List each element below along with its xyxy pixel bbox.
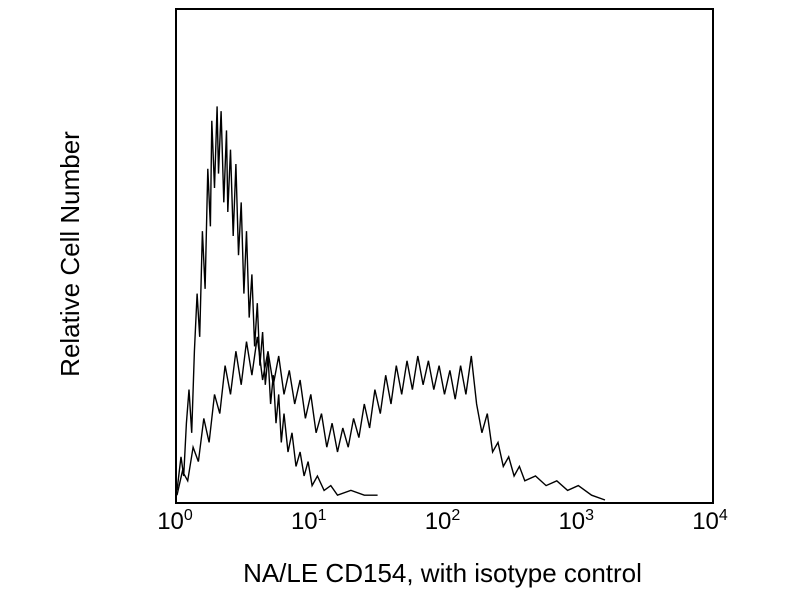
x-tick-10e1: 101 (291, 508, 327, 536)
x-tick-labels: 100 101 102 103 104 (0, 508, 800, 542)
x-tick-base: 10 (157, 508, 184, 535)
x-tick-exponent: 2 (451, 507, 461, 524)
x-tick-exponent: 1 (317, 507, 327, 524)
x-tick-10e0: 100 (157, 508, 193, 536)
x-tick-10e4: 104 (692, 508, 728, 536)
plot-area (175, 8, 714, 504)
series-path-1 (177, 336, 606, 501)
x-tick-base: 10 (290, 508, 318, 535)
x-tick-exponent: 4 (718, 507, 728, 524)
x-tick-exponent: 3 (585, 507, 595, 524)
x-tick-base: 10 (692, 508, 719, 535)
x-tick-10e3: 103 (558, 508, 594, 536)
series-path-0 (177, 106, 378, 497)
x-tick-base: 10 (558, 508, 586, 535)
x-axis-label: NA/LE CD154, with isotype control (243, 558, 642, 588)
x-tick-base: 10 (424, 508, 452, 535)
histogram-curves (177, 106, 606, 501)
x-tick-exponent: 0 (183, 507, 193, 524)
x-tick-10e2: 102 (425, 508, 461, 536)
